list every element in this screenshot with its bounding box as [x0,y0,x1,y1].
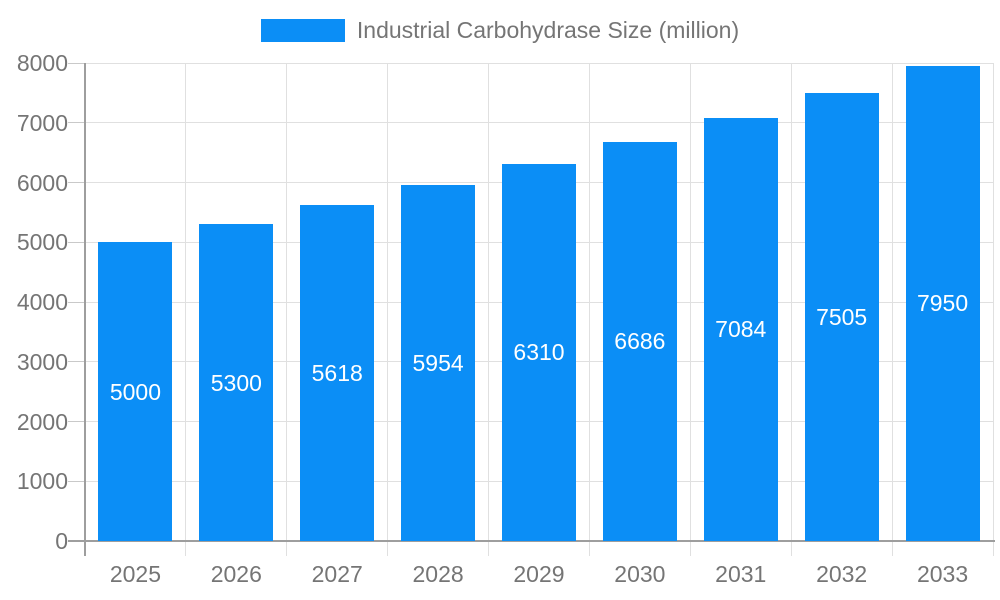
x-gridline [891,63,893,556]
y-tick [68,301,85,303]
y-tick [68,62,85,64]
bar-value-label: 5000 [109,378,162,405]
x-gridline [992,63,994,556]
y-tick [68,182,85,183]
bar [98,242,173,541]
bar-value-label: 5954 [412,350,464,377]
bar [905,65,980,541]
legend: Industrial Carbohydrase Size (million) [0,16,1000,44]
bar-value-label: 7950 [916,290,969,317]
bar-value-label: 5618 [311,360,363,387]
x-gridline [790,63,792,556]
y-gridline [85,62,993,64]
x-tick-label: 2029 [513,561,565,587]
y-tick-label: 0 [55,528,68,554]
y-tick-label: 5000 [16,229,68,256]
x-gridline [185,63,187,556]
bar [300,205,375,541]
x-tick-label: 2032 [816,561,868,587]
x-gridline [286,63,288,556]
y-tick [68,421,85,422]
x-gridline [387,63,389,556]
y-gridline [85,122,993,124]
y-tick-label: 8000 [16,50,68,76]
y-tick [68,241,85,243]
y-tick-label: 7000 [16,109,68,136]
x-gridline [588,63,590,556]
y-tick [68,361,85,363]
y-tick-label: 6000 [16,169,68,196]
bar-value-label: 5300 [210,369,262,396]
bar [602,141,677,541]
x-tick-label: 2026 [210,561,262,587]
y-tick [68,480,85,482]
bar-value-label: 6686 [614,328,666,355]
bar [199,224,274,541]
x-tick-label: 2028 [412,561,464,587]
bar [804,92,879,541]
y-tick [68,122,85,124]
x-tick-label: 2031 [715,561,767,587]
x-gridline [689,63,691,556]
y-tick-label: 1000 [16,468,68,495]
legend-swatch [260,18,345,42]
bar [502,163,576,541]
x-tick-label: 2025 [109,561,162,587]
x-tick-label: 2030 [614,561,666,587]
y-axis-line [84,63,86,556]
x-gridline [488,63,490,556]
bar-value-label: 7084 [715,316,767,343]
x-axis-line [68,540,995,542]
bar [703,117,778,541]
legend-label: Industrial Carbohydrase Size (million) [356,17,740,43]
y-tick-label: 2000 [16,408,68,435]
bar-value-label: 7505 [816,303,868,330]
bar [401,185,476,541]
y-tick-label: 3000 [16,348,68,375]
bar-value-label: 6310 [513,339,565,366]
x-tick-label: 2033 [916,561,969,587]
y-tick-label: 4000 [16,289,68,315]
x-tick-label: 2027 [311,561,363,587]
